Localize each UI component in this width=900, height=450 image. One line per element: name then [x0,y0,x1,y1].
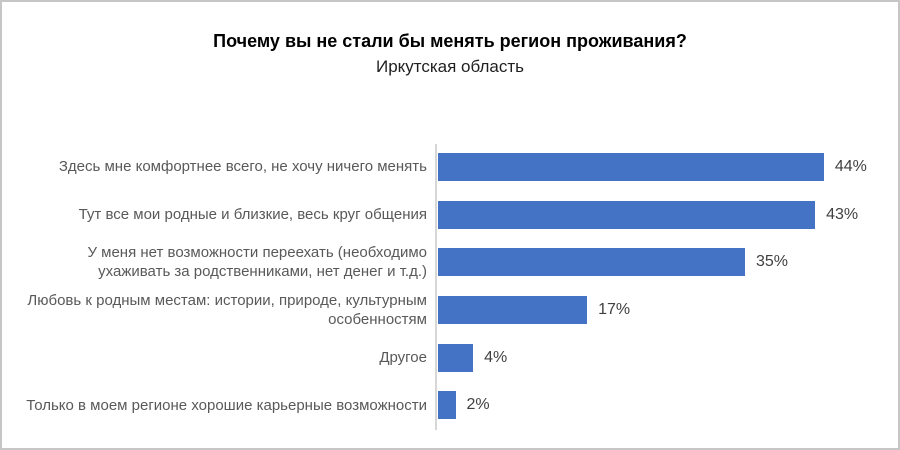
chart-subtitle: Иркутская область [375,57,525,76]
bar-row: Только в моем регионе хорошие карьерные … [2,381,898,429]
value-label: 35% [755,253,788,271]
bar-area: 44% [438,143,867,191]
value-label: 17% [598,300,631,318]
bar-area: 17% [438,286,630,334]
bar-row: Тут все мои родные и близкие, весь круг … [2,191,898,239]
bar-area: 4% [438,334,507,382]
category-label: Другое [379,349,427,367]
category-label: Здесь мне комфортнее всего, не хочу ниче… [58,158,427,176]
bar [438,391,456,420]
bar [438,152,824,181]
value-label: 44% [834,157,867,175]
category-label: Только в моем регионе хорошие карьерные … [26,396,427,414]
y-axis-line [435,144,437,430]
category-label: Любовь к родным местам: истории, природе… [27,291,427,328]
bar-row: У меня нет возможности переехать (необхо… [2,238,898,286]
bar [438,200,816,229]
value-label: 4% [484,348,508,366]
bar-rows: Здесь мне комфортнее всего, не хочу ниче… [2,143,898,429]
category-label: Тут все мои родные и близкие, весь круг … [78,206,427,224]
category-label: У меня нет возможности переехать (необхо… [87,244,427,281]
chart-title: Почему вы не стали бы менять регион прож… [213,31,687,51]
bar-row: Любовь к родным местам: истории, природе… [2,286,898,334]
bar-row: Здесь мне комфортнее всего, не хочу ниче… [2,143,898,191]
bar-area: 2% [438,381,490,429]
bar [438,343,474,372]
bar-area: 35% [438,238,788,286]
bar [438,248,745,277]
chart-title-block: Почему вы не стали бы менять регион прож… [2,29,898,78]
value-label: 2% [466,396,490,414]
bar-row: Другое 4% [2,334,898,382]
bar-area: 43% [438,191,858,239]
bar [438,295,588,324]
value-label: 43% [826,205,859,223]
